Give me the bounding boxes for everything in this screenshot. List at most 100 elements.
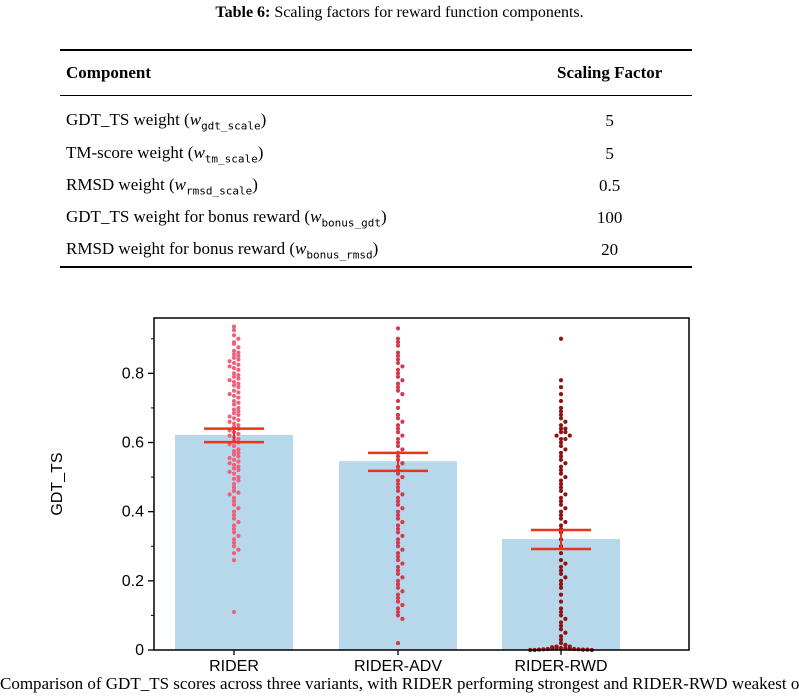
data-point — [231, 540, 237, 545]
data-point — [236, 350, 241, 355]
data-point — [236, 390, 241, 395]
data-point — [558, 398, 564, 404]
scaling-factors-table: Component Scaling Factor GDT_TS weight (… — [60, 49, 692, 268]
data-point — [395, 523, 401, 528]
data-point — [395, 495, 401, 500]
data-point — [400, 447, 405, 452]
x-tick-label: RIDER-RWD — [514, 658, 607, 674]
data-point — [395, 502, 401, 507]
component-close: ) — [257, 142, 264, 162]
data-point — [400, 378, 405, 383]
data-point — [395, 326, 401, 331]
data-point — [395, 640, 401, 646]
data-point — [231, 557, 237, 563]
data-point — [231, 509, 237, 514]
data-point — [558, 627, 564, 632]
data-point — [236, 459, 241, 464]
data-point — [395, 436, 401, 442]
data-point — [231, 388, 237, 393]
data-point — [231, 393, 237, 398]
data-point — [558, 385, 564, 390]
weight-subscript: gdt_scale — [201, 119, 261, 133]
data-point — [231, 383, 237, 388]
data-point — [231, 488, 237, 494]
data-point — [400, 616, 405, 621]
data-point — [236, 376, 241, 381]
data-point — [558, 623, 564, 628]
data-point — [395, 488, 401, 494]
data-point — [563, 519, 568, 525]
data-point — [236, 409, 241, 414]
data-point — [227, 391, 232, 397]
data-point — [231, 398, 237, 404]
data-point — [231, 371, 237, 376]
data-point — [395, 426, 401, 431]
data-point — [558, 499, 564, 504]
data-point — [395, 526, 401, 532]
data-point — [395, 544, 401, 549]
data-point — [236, 547, 241, 552]
data-point — [558, 557, 564, 563]
data-point — [400, 533, 405, 538]
y-tick-label: 0.4 — [122, 504, 144, 521]
data-point — [395, 478, 401, 483]
data-point — [231, 402, 237, 407]
data-point — [231, 374, 237, 379]
data-point — [236, 423, 241, 428]
data-point — [558, 405, 564, 411]
data-point — [558, 513, 564, 518]
table-caption-label: Table 6: — [215, 4, 271, 21]
data-point — [558, 502, 564, 507]
data-point — [395, 554, 401, 559]
figure-caption-fragment: Comparison of GDT_TS scores across three… — [0, 674, 799, 693]
data-point — [395, 385, 401, 390]
component-name: GDT_TS weight ( — [66, 109, 190, 129]
data-point — [236, 353, 241, 359]
data-point — [231, 537, 237, 542]
data-point — [231, 352, 237, 357]
data-point — [558, 426, 564, 431]
table-row: RMSD weight for bonus reward (wbonus_rms… — [60, 234, 692, 267]
data-point — [231, 341, 237, 347]
data-point — [231, 523, 237, 528]
data-point — [558, 495, 564, 500]
data-point — [236, 381, 241, 386]
data-point — [236, 533, 241, 538]
data-point — [395, 513, 401, 518]
data-point — [236, 385, 241, 390]
data-point — [558, 412, 564, 417]
data-point — [231, 355, 237, 360]
data-point — [563, 630, 568, 635]
data-point — [236, 357, 241, 362]
data-point — [563, 419, 568, 424]
data-point — [231, 481, 237, 487]
data-point — [231, 328, 237, 333]
data-point — [395, 443, 401, 449]
table-caption: Table 6: Scaling factors for reward func… — [0, 4, 799, 22]
data-point — [563, 474, 568, 480]
data-point — [395, 613, 401, 618]
scaling-value-cell: 5 — [605, 144, 614, 163]
data-point — [558, 457, 564, 462]
data-point — [558, 637, 564, 642]
component-cell: GDT_TS weight for bonus reward (wbonus_g… — [60, 202, 527, 234]
data-point — [395, 606, 401, 611]
data-point — [558, 464, 564, 469]
data-point — [558, 609, 564, 615]
data-point — [558, 578, 564, 583]
data-point — [395, 609, 401, 615]
data-point — [558, 378, 564, 383]
x-tick-label: RIDER-ADV — [354, 658, 442, 674]
data-point — [236, 474, 241, 480]
data-point — [395, 530, 401, 535]
component-close: ) — [372, 238, 379, 258]
data-point — [236, 454, 241, 459]
data-point — [400, 561, 405, 566]
data-point — [236, 519, 241, 525]
data-point — [558, 634, 564, 639]
data-point — [231, 551, 237, 556]
data-point — [236, 336, 241, 341]
data-point — [231, 471, 237, 476]
data-point — [395, 557, 401, 563]
component-cell: TM-score weight (wtm_scale) — [60, 138, 527, 170]
